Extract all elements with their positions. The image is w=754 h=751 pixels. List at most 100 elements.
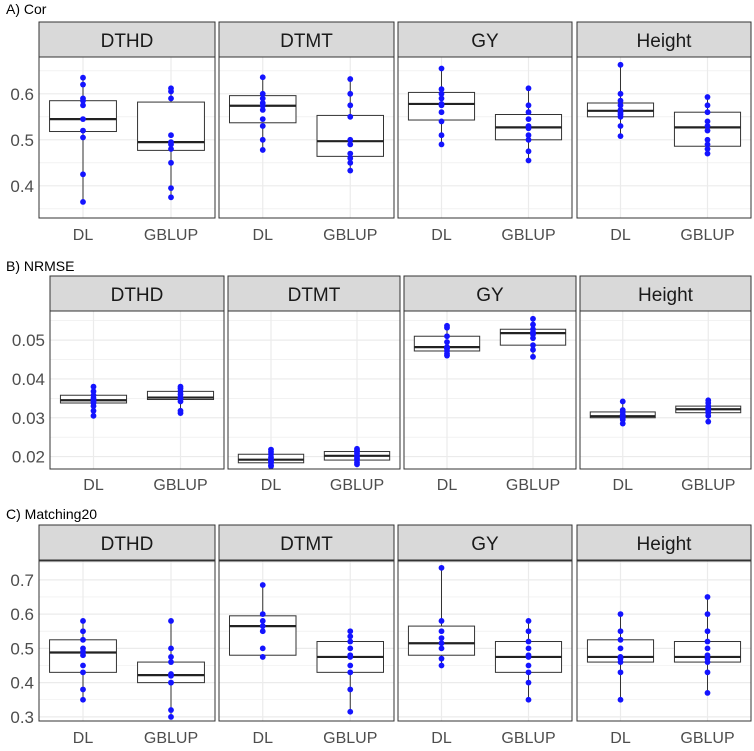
data-point [525,85,532,92]
x-tick-label: DL [610,227,631,244]
data-point [347,141,354,148]
facet-strip-label: GY [476,285,504,306]
facet-strip-label: DTHD [111,285,164,306]
y-tick-label: 0.4 [10,177,34,196]
data-point [617,654,624,660]
panel-gy: GY DL GBLUP [397,524,573,747]
data-point [438,662,445,669]
x-tick-label: GBLUP [680,730,734,747]
data-point [259,74,266,81]
data-point [259,95,266,102]
data-point [347,113,354,120]
panel-border [576,560,752,722]
y-tick-label: 0.5 [10,639,34,658]
panel-border [579,310,752,470]
data-point [80,171,86,178]
data-point [168,194,174,201]
data-point [617,611,624,618]
facet-strip [227,275,401,312]
data-point [617,123,624,129]
data-point [168,185,174,192]
data-point [259,628,266,635]
facet-strip [397,524,573,561]
data-point [438,655,445,662]
data-point [90,383,97,390]
data-point [168,146,174,152]
panel-border [38,56,216,219]
panel-gy: GY DL GBLUP [397,21,573,244]
data-point [525,679,532,686]
data-point [168,707,174,713]
x-tick-label: DL [610,730,631,747]
x-tick-label: GBLUP [506,477,560,494]
panel-dtmt: DTMT DL GBLUP [218,524,395,747]
data-point [704,652,711,659]
section-title-nrmse: B) NRMSE [6,258,75,274]
panel-height: Height DL GBLUP [576,21,752,244]
data-point [347,628,354,635]
data-point [444,333,450,340]
data-point [259,147,266,153]
data-point [80,662,86,669]
y-tick-label: 0.4 [10,674,34,693]
panel-dtmt: DTMT DL GBLUP [227,275,401,494]
data-point [90,407,97,414]
data-point [617,696,624,703]
data-point [617,97,624,104]
data-point [530,342,536,349]
x-tick-label: DL [253,730,274,747]
data-point [438,635,445,641]
data-point [525,123,532,129]
data-point [704,127,711,134]
x-tick-label: GBLUP [501,730,555,747]
data-point [704,118,711,125]
facet-strip-label: Height [637,31,693,52]
facet-strip [218,524,395,561]
data-point [259,136,266,143]
data-point [704,628,711,635]
x-tick-label: GBLUP [681,477,735,494]
data-point [438,65,445,72]
data-point [704,94,711,100]
x-tick-label: DL [431,730,452,747]
data-point [259,618,266,624]
data-point [704,136,711,143]
data-point [525,669,532,676]
data-point [617,61,624,68]
data-point [90,388,97,395]
data-point [617,107,624,113]
data-point [704,669,711,676]
facet-row-2: 0.3 0.4 0.5 0.6 0.7 DTHD DL GBLUP DTMT DL GBLUP GY D… [10,524,752,747]
x-tick-label: GBLUP [323,730,377,747]
data-point [168,654,174,660]
panel-border [49,310,225,470]
data-point [617,645,624,652]
panel-dthd: DTHD DL GBLUP [38,524,216,747]
y-tick-label: 0.04 [12,370,45,389]
data-point [525,645,532,652]
panel-background [580,311,751,469]
facet-strip [38,524,216,561]
x-tick-label: DL [431,227,452,244]
data-point [704,690,711,696]
data-point [80,95,86,102]
data-point [177,383,184,390]
data-point [168,95,174,102]
data-point [530,321,536,328]
data-point [704,146,711,152]
data-point [438,640,445,647]
facet-strip-label: DTHD [101,31,154,52]
facet-strip-label: DTHD [101,534,154,555]
data-point [530,346,536,353]
data-point [347,90,354,97]
data-point [617,102,624,109]
data-point [704,109,711,116]
x-tick-label: DL [83,477,104,494]
panel-gy: GY DL GBLUP [403,275,577,494]
data-point [438,564,445,571]
x-tick-label: GBLUP [330,477,384,494]
data-point [90,412,97,419]
data-point [168,618,174,624]
